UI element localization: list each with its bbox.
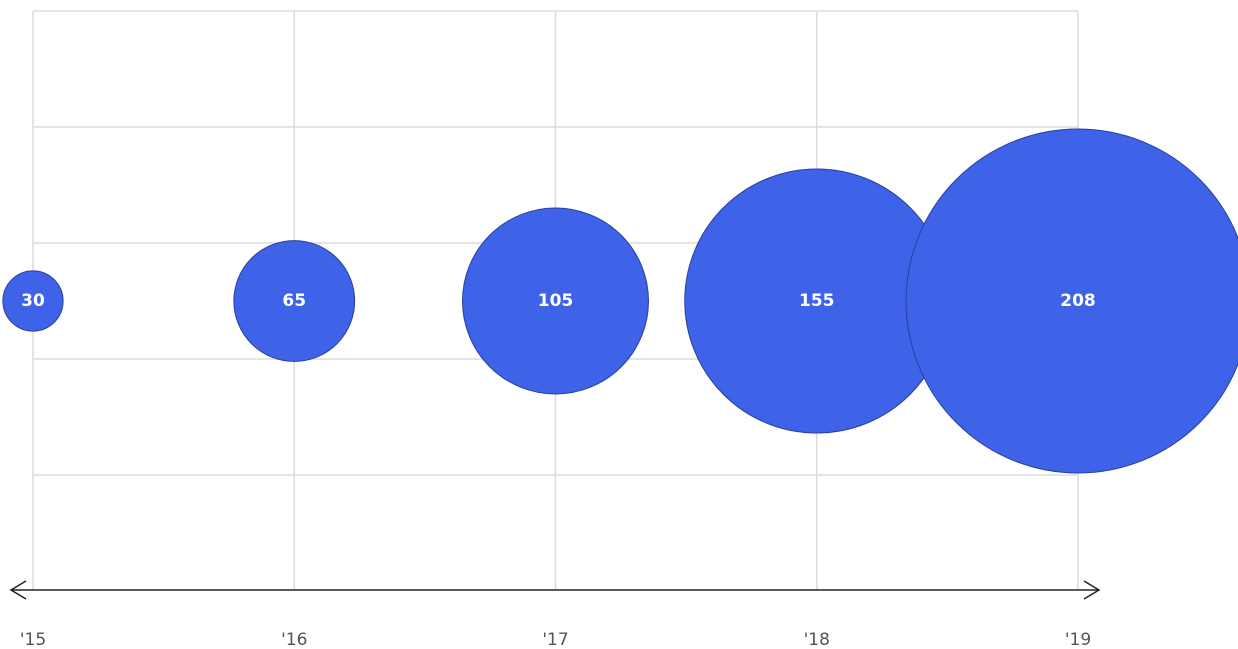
bubble-data-label: 30 [21,291,45,311]
bubble-data-label: 105 [538,291,574,311]
x-tick-label: '18 [804,630,830,649]
bubble-15[interactable] [2,270,64,332]
bubbles [2,128,1238,474]
x-axis-right-arrow-icon [1083,580,1101,600]
x-tick-label: '15 [20,630,46,649]
x-axis-left-arrow-icon [9,580,27,600]
x-tick-label: '19 [1065,630,1091,649]
bubble-labels: 30 65 105 155 208 [21,291,1096,311]
bubble-19[interactable] [905,128,1238,474]
x-axis [9,580,1101,600]
bubble-data-label: 155 [799,291,835,311]
x-tick-label: '17 [542,630,568,649]
x-tick-label: '16 [281,630,307,649]
x-tick-labels: '15 '16 '17 '18 '19 [20,630,1091,649]
bubble-16[interactable] [233,240,356,362]
bubble-17[interactable] [462,207,649,395]
bubble-data-label: 65 [282,291,306,311]
bubble-data-label: 208 [1060,291,1096,311]
